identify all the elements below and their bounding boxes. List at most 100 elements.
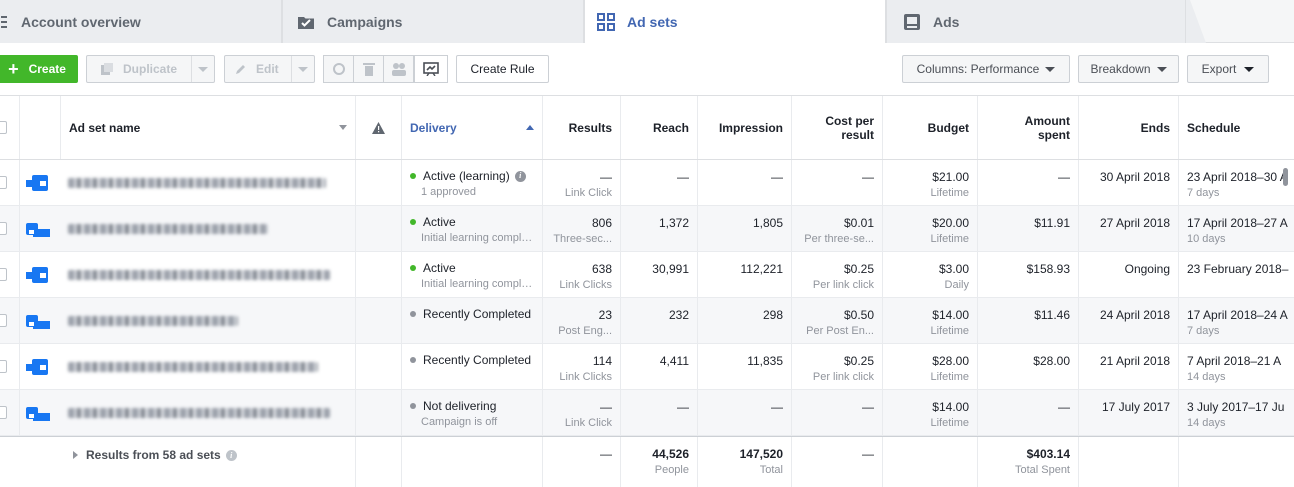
horizontal-scrollbar-thumb[interactable] [1283,168,1288,186]
people-icon [391,63,406,76]
delivery-status: Not delivering [423,399,497,413]
refresh-button[interactable] [323,55,354,83]
tab-ad-sets[interactable]: Ad sets [584,0,886,44]
tab-label: Ad sets [627,14,678,30]
column-label: Cost per result [825,113,874,142]
edit-button[interactable]: Edit [224,55,315,83]
ad-set-name-redacted[interactable] [68,177,326,188]
results-type: Link Clicks [559,279,612,291]
results-summary-label: Results from 58 ad sets [86,448,221,462]
ad-set-name-redacted[interactable] [68,223,268,234]
row-checkbox[interactable] [0,313,7,327]
create-button[interactable]: + Create [0,55,78,83]
column-header-budget[interactable]: Budget [883,96,978,159]
schedule-value: 23 April 2018–30 A [1187,170,1288,184]
ad-sets-grid-icon [597,13,615,31]
column-header-reach[interactable]: Reach [621,96,698,159]
status-dot-icon [410,265,416,271]
tab-label: Ads [933,13,960,30]
budget-type: Lifetime [930,371,969,383]
budget-value: $3.00 [938,262,969,276]
ad-set-name-redacted[interactable] [68,361,318,372]
delete-button[interactable] [353,55,384,83]
reach-value: 1,372 [658,216,689,230]
results-summary-toggle[interactable]: Results from 58 ad sets i [69,437,347,462]
column-header-amount-spent[interactable]: Amount spent [978,96,1079,159]
column-label: Delivery [410,120,457,135]
info-icon[interactable]: i [514,170,526,182]
ad-set-icon [26,405,52,421]
ad-set-name-redacted[interactable] [68,407,330,418]
row-checkbox[interactable] [0,405,7,419]
table-row[interactable]: Recently Completed 23 Post Eng... 232 298 $0.… [0,298,1294,344]
row-checkbox[interactable] [0,359,7,373]
chevron-down-icon [198,66,208,72]
export-dropdown[interactable]: Export [1187,55,1269,83]
preview-button[interactable] [414,55,448,83]
summary-amount-spent-unit: Total Spent [1014,464,1070,476]
breakdown-dropdown[interactable]: Breakdown [1078,55,1179,83]
delivery-status: Recently Completed [423,307,532,321]
column-header-ends[interactable]: Ends [1079,96,1179,159]
schedule-duration: 7 days [1187,325,1220,337]
toolbar: + Create Duplicate Edit Create Rule Colu… [0,43,1294,95]
tab-account-overview[interactable]: Account overview [0,0,282,43]
column-header-name[interactable]: Ad set name [61,96,356,159]
create-label: Create [28,62,66,76]
tab-ads[interactable]: Ads [886,0,1186,43]
budget-value: $14.00 [932,308,969,322]
duplicate-button[interactable]: Duplicate [86,55,215,83]
impression-value: 112,221 [740,262,784,276]
schedule-value: 17 April 2018–24 A [1187,308,1288,322]
schedule-value: 7 April 2018–21 A [1187,354,1282,368]
results-summary-row: Results from 58 ad sets i — 44,526 People 147… [0,436,1294,487]
select-all-checkbox[interactable] [0,120,7,134]
row-checkbox[interactable] [0,267,7,281]
ad-set-icon [26,313,52,329]
table-row[interactable]: Recently Completed 114 Link Clicks 4,411 11,… [0,344,1294,390]
account-overview-icon [0,13,9,31]
table-row[interactable]: Not delivering Campaign is off — Link Click… [0,390,1294,436]
column-header-delivery[interactable]: Delivery [402,96,543,159]
schedule-value: 17 April 2018–27 A [1187,216,1288,230]
column-header-impression[interactable]: Impression [698,96,792,159]
chevron-down-icon [298,66,308,72]
trash-icon [362,63,375,76]
amount-spent-value: $11.46 [1034,308,1070,322]
table-row[interactable]: Active Initial learning complete 638 Link C… [0,252,1294,298]
ad-set-name-redacted[interactable] [68,315,238,326]
schedule-duration: 10 days [1187,233,1226,245]
column-label: Impression [718,120,783,135]
column-header-issues[interactable] [356,96,402,159]
ad-set-name-redacted[interactable] [68,269,330,280]
schedule-duration: 7 days [1187,187,1220,199]
reach-value: 4,411 [659,354,689,368]
column-header-results[interactable]: Results [543,96,621,159]
results-value: 114 [592,354,612,368]
summary-reach: 44,526 [652,447,689,461]
ab-test-button[interactable] [383,55,414,83]
table-header: Ad set name Delivery Results Reach Impre… [0,95,1294,160]
breakdown-label: Breakdown [1090,62,1151,76]
column-label: Budget [927,120,969,135]
info-icon[interactable]: i [225,449,237,461]
table-row[interactable]: Active Initial learning complete 806 Three-… [0,206,1294,252]
tab-campaigns[interactable]: Campaigns [282,0,584,43]
tab-label: Account overview [21,13,141,30]
row-checkbox[interactable] [0,175,7,189]
table-row[interactable]: Active (learning) i 1 approved — Link Click —… [0,160,1294,206]
cost-per-result-value: $0.01 [843,216,874,230]
results-value: — [600,400,612,414]
create-rule-button[interactable]: Create Rule [456,55,549,83]
ends-value: 24 April 2018 [1099,308,1170,322]
row-checkbox[interactable] [0,221,7,235]
columns-dropdown[interactable]: Columns: Performance [902,55,1070,83]
summary-impression: 147,520 [739,447,783,461]
cost-per-result-value: $0.25 [843,262,874,276]
column-header-cost-per-result[interactable]: Cost per result [792,96,883,159]
cost-per-result-type: Per three-se... [804,233,874,245]
ends-value: 27 April 2018 [1099,216,1170,230]
duplicate-icon [101,63,113,75]
column-header-schedule[interactable]: Schedule [1179,96,1294,159]
results-type: Link Click [564,187,612,199]
